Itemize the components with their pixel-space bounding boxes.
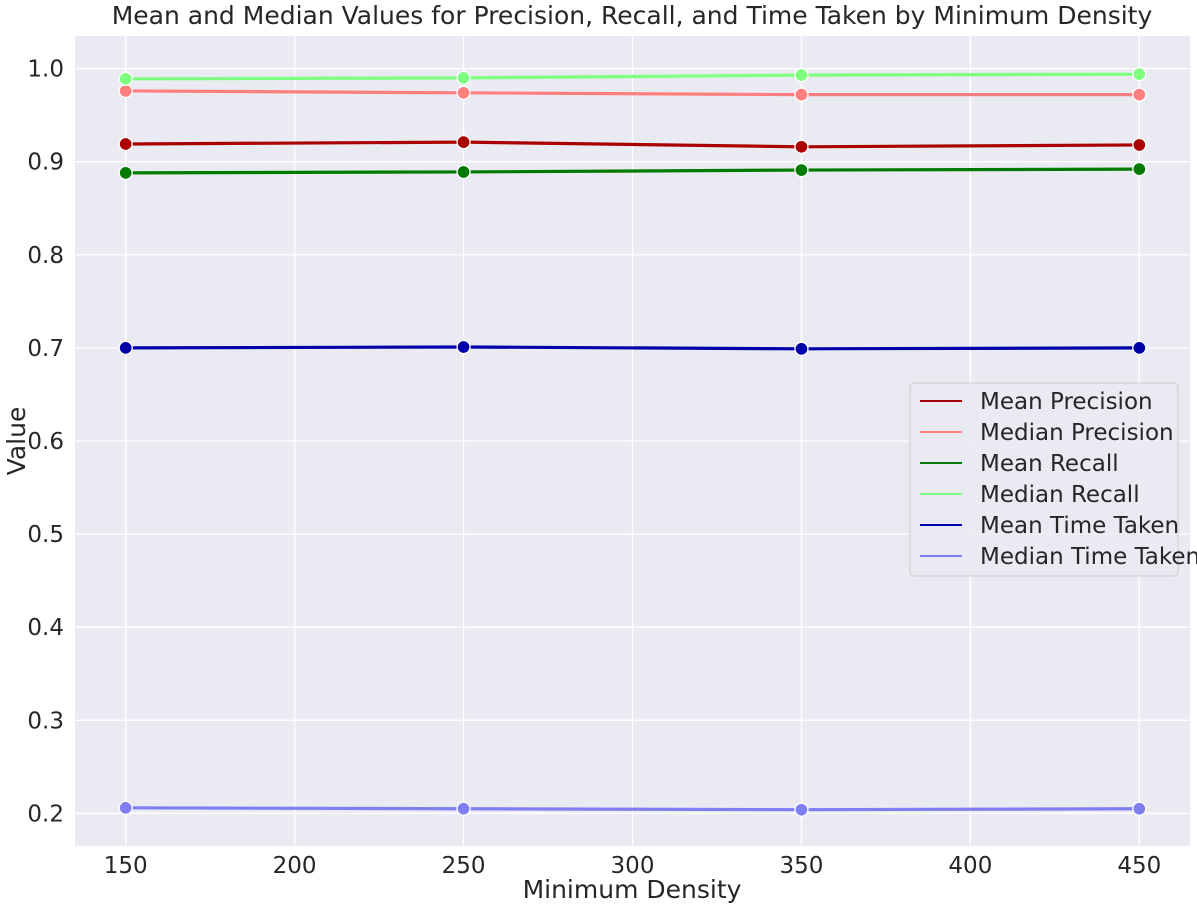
x-tick-label: 400 [948,853,992,879]
data-point-median-recall [794,67,809,83]
x-tick-label: 350 [779,853,823,879]
data-point-median-precision [118,83,133,99]
legend-item-median-time-taken: Median Time Taken [920,544,1197,570]
y-tick-label: 0.3 [27,708,64,734]
x-tick-label: 200 [273,853,317,879]
data-point-median-precision [1132,87,1147,102]
x-tick-label: 250 [442,853,486,879]
series-line-median-recall [124,72,1141,81]
legend-item-mean-time-taken: Mean Time Taken [920,513,1179,539]
data-point-median-time-taken [1132,801,1147,816]
legend-label: Median Precision [980,420,1174,446]
x-tick-label: 300 [611,853,655,879]
legend-item-mean-precision: Mean Precision [920,389,1153,415]
x-axis-label: Minimum Density [523,875,742,904]
legend-label: Median Time Taken [980,544,1197,570]
y-tick-label: 0.8 [27,243,64,269]
data-point-mean-precision [1132,137,1147,153]
legend-label: Mean Recall [980,451,1119,477]
chart-title: Mean and Median Values for Precision, Re… [112,1,1153,30]
data-point-median-recall [118,71,133,86]
data-point-median-time-taken [794,802,809,817]
x-tick-label: 450 [1117,853,1161,879]
series-median-recall [118,67,1147,86]
tick-labels: 150 200 250 300 350 400 450 0.2 0.3 0.4 0.5 0.6 0.7 0… [27,57,1161,879]
legend-item-median-recall: Median Recall [920,482,1140,508]
y-tick-label: 1.0 [27,57,64,83]
series-line-median-precision [124,89,1141,97]
series-line-median-time-taken [124,806,1141,812]
data-point-mean-recall [1132,161,1147,177]
series-line-mean-precision [124,140,1141,149]
x-tick-label: 150 [104,853,148,879]
series-line-mean-time-taken [124,345,1141,351]
y-tick-label: 0.5 [27,522,64,548]
data-point-median-precision [456,85,471,100]
data-point-mean-time-taken [1132,340,1147,356]
data-point-mean-recall [794,162,809,178]
series-mean-time-taken [118,339,1147,356]
legend: Mean Precision Median Precision Mean Recal… [909,382,1197,577]
data-point-mean-precision [456,134,471,150]
data-point-median-recall [456,70,471,86]
data-point-mean-precision [794,139,809,154]
data-point-median-recall [1132,67,1147,82]
legend-label: Mean Time Taken [980,513,1179,539]
series-lines [118,67,1147,817]
legend-item-median-precision: Median Precision [920,420,1174,446]
legend-item-mean-recall: Mean Recall [920,451,1119,477]
data-point-median-precision [794,87,809,102]
data-point-mean-precision [118,136,133,152]
y-tick-label: 0.2 [27,801,64,827]
data-point-mean-recall [456,164,471,180]
y-tick-label: 0.6 [27,429,64,455]
series-line-mean-recall [124,167,1141,175]
y-tick-label: 0.4 [27,615,64,641]
series-mean-recall [118,161,1147,181]
data-point-mean-time-taken [456,339,471,355]
data-point-mean-time-taken [794,341,809,356]
data-point-mean-time-taken [118,340,133,356]
legend-label: Median Recall [980,482,1140,508]
y-tick-label: 0.9 [27,150,64,176]
y-axis-label: Value [2,407,31,476]
legend-box [909,382,1179,577]
series-median-time-taken [118,800,1147,817]
series-median-precision [118,83,1147,102]
legend-label: Mean Precision [980,389,1153,415]
series-mean-precision [118,134,1147,154]
data-point-median-time-taken [456,801,471,816]
data-point-median-time-taken [118,800,133,815]
y-tick-label: 0.7 [27,336,64,362]
data-point-mean-recall [118,165,133,181]
